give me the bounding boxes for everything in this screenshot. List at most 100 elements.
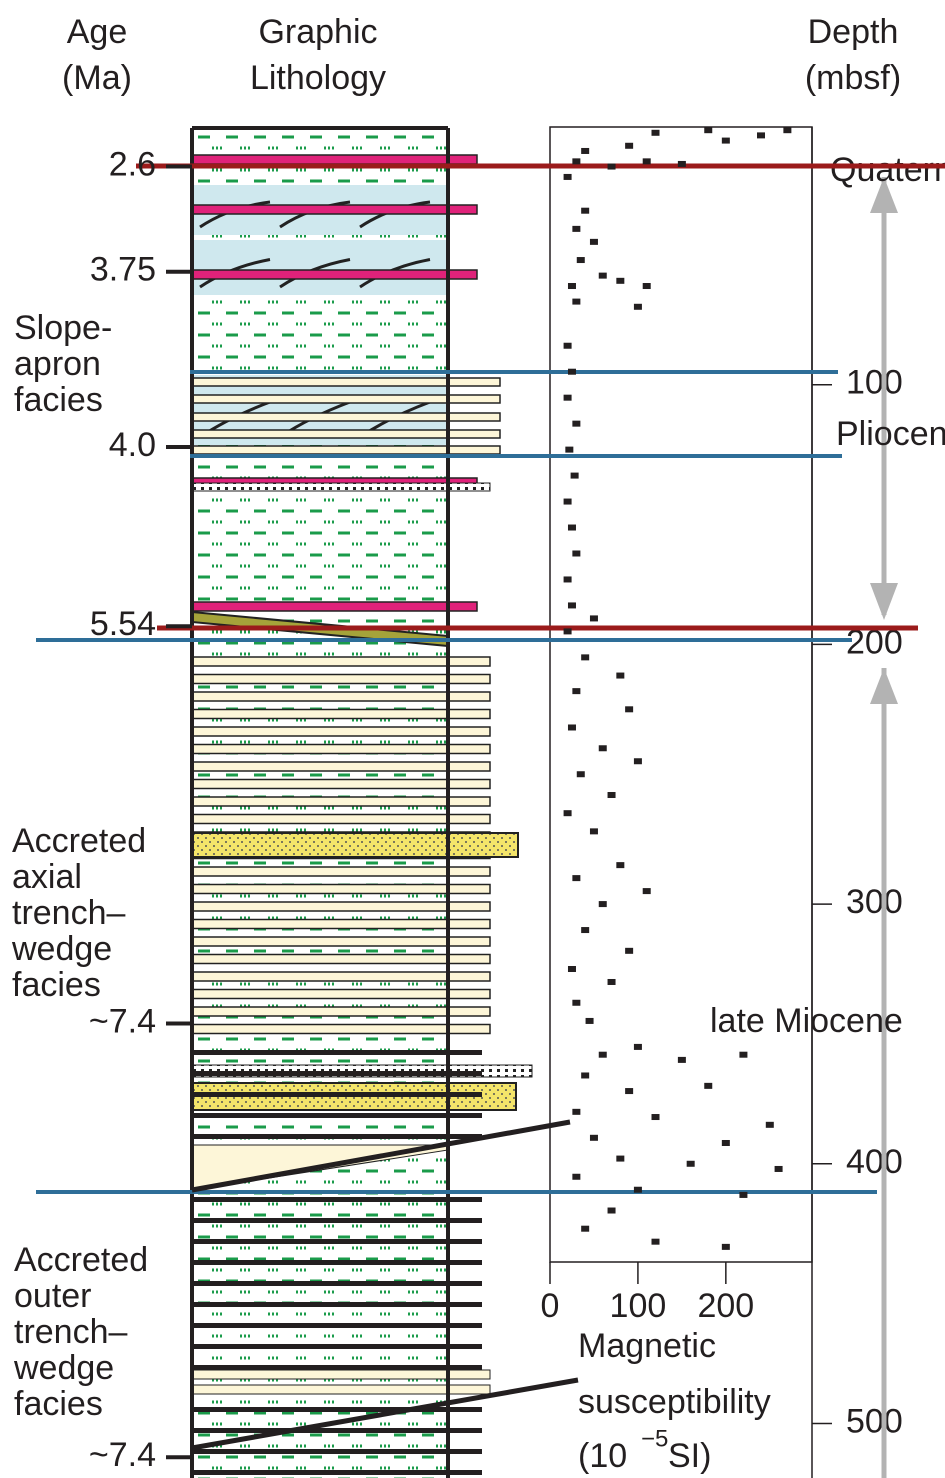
data-point (589, 1134, 598, 1141)
black-bed (192, 1407, 482, 1412)
data-point (576, 257, 585, 264)
cream-bed (191, 743, 491, 755)
facies-label: facies (14, 1385, 103, 1423)
data-point (576, 771, 585, 778)
data-point (607, 792, 616, 799)
plot (563, 127, 792, 1250)
data-point (598, 745, 607, 752)
cream-bed (191, 918, 491, 930)
sand-bed (191, 832, 519, 858)
y-tick-label: 300 (846, 883, 903, 921)
y-tick-label: 100 (846, 364, 903, 402)
dotted-bed (191, 482, 491, 492)
cream-bed (191, 901, 491, 912)
facies-label: outer (14, 1277, 92, 1315)
data-point (567, 724, 576, 731)
pink-bed (191, 204, 478, 215)
data-point (570, 472, 579, 479)
cream-bed (191, 971, 491, 982)
facies-label: trench– (14, 1313, 127, 1351)
data-point (607, 1207, 616, 1214)
header: Lithology (250, 59, 386, 97)
pink-bed (191, 269, 478, 280)
data-point (704, 127, 713, 134)
data-point (633, 758, 642, 765)
data-point (616, 862, 625, 869)
data-point (633, 1043, 642, 1050)
data-point (616, 1155, 625, 1162)
data-point (598, 272, 607, 279)
age-label: 3.75 (90, 251, 156, 289)
data-point (616, 277, 625, 284)
data-point (565, 446, 574, 453)
data-point (572, 298, 581, 305)
black-bed (192, 1092, 482, 1097)
data-point (739, 1191, 748, 1198)
black-bed (192, 1470, 482, 1475)
data-point (774, 1165, 783, 1172)
data-point (572, 420, 581, 427)
y-tick-label: 400 (846, 1143, 903, 1181)
cream-bed (191, 866, 491, 877)
data-point (642, 158, 651, 165)
cream-bed (191, 656, 491, 667)
data-point (572, 875, 581, 882)
cream-bed (191, 1384, 491, 1395)
black-bed (192, 1302, 482, 1307)
data-point (563, 576, 572, 583)
age-label: 4.0 (109, 426, 156, 464)
x-axis-unit: (10 (578, 1437, 627, 1475)
black-bed (192, 1365, 482, 1370)
cream-bed (191, 726, 491, 737)
data-point (581, 654, 590, 661)
cream-bed (191, 883, 491, 895)
data-point (581, 147, 590, 154)
black-bed (192, 1428, 482, 1433)
data-point (765, 1121, 774, 1128)
data-point (633, 303, 642, 310)
data-point (625, 947, 634, 954)
data-point (572, 999, 581, 1006)
data-point (721, 137, 730, 144)
data-point (642, 888, 651, 895)
plot-frame (549, 126, 813, 1263)
data-point (572, 158, 581, 165)
epoch-label: late Miocene (710, 1002, 903, 1040)
cream-bed (191, 1023, 491, 1035)
pink-bed (191, 601, 478, 612)
data-point (633, 1186, 642, 1193)
data-point (721, 1243, 730, 1250)
data-point (563, 394, 572, 401)
cream-bed (191, 445, 501, 455)
data-point (625, 1088, 634, 1095)
x-tick-label: 0 (541, 1287, 560, 1325)
facies-label: wedge (13, 1349, 114, 1387)
data-point (651, 1114, 660, 1121)
header: (mbsf) (805, 59, 901, 97)
data-point (581, 207, 590, 214)
cream-bed (191, 429, 501, 439)
cream-bed (191, 936, 491, 947)
y-tick-label: 500 (846, 1402, 903, 1440)
facies-label: Accreted (14, 1241, 148, 1279)
cream-bed (191, 796, 491, 807)
x-tick-label: 100 (610, 1287, 667, 1325)
black-bed (192, 1134, 482, 1139)
data-point (783, 127, 792, 134)
data-point (739, 1051, 748, 1058)
data-point (567, 283, 576, 290)
header: (Ma) (62, 59, 132, 97)
data-point (572, 1108, 581, 1115)
data-point (563, 810, 572, 817)
cream-bed (191, 691, 491, 702)
cream-bed (191, 377, 501, 387)
data-point (721, 1139, 730, 1146)
data-point (625, 706, 634, 713)
data-point (567, 966, 576, 973)
facies-label: facies (14, 381, 103, 419)
x-axis-unit-exp: −5 (641, 1425, 668, 1452)
black-bed (192, 1323, 482, 1328)
cream-bed (191, 1369, 491, 1380)
facies-label: facies (12, 966, 101, 1004)
facies-label: apron (14, 345, 101, 383)
